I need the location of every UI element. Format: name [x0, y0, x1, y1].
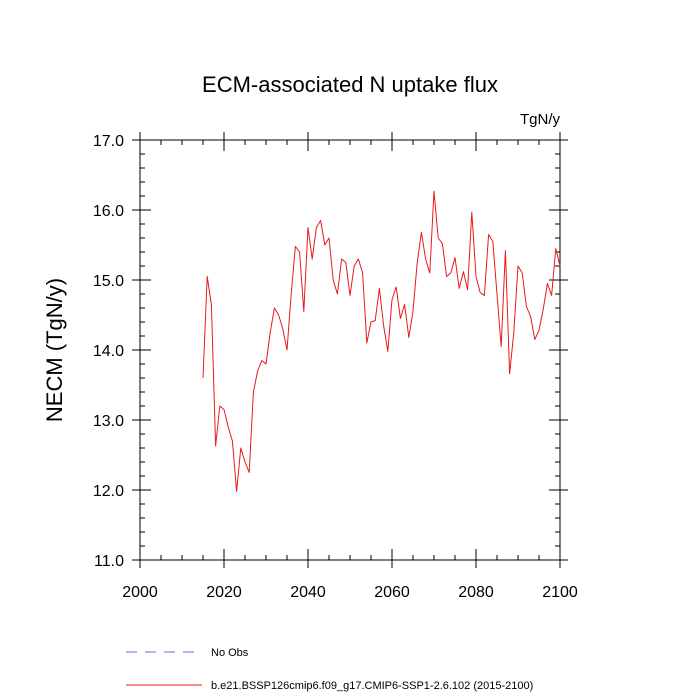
- major-ticks: [132, 132, 568, 568]
- series-line: [202, 190, 561, 492]
- x-tick-label: 2000: [122, 584, 158, 601]
- units-label: TgN/y: [520, 111, 561, 128]
- y-tick-label: 14.0: [93, 343, 124, 360]
- legend-label-series: b.e21.BSSP126cmip6.f09_g17.CMIP6-SSP1-2.…: [211, 680, 533, 692]
- y-tick-label: 15.0: [93, 273, 124, 290]
- y-tick-labels: 11.0 12.0 13.0 14.0 15.0 16.0 17.0: [93, 133, 124, 570]
- x-tick-label: 2020: [206, 584, 242, 601]
- x-tick-label: 2080: [458, 584, 494, 601]
- chart-title: ECM-associated N uptake flux: [202, 72, 498, 97]
- x-tick-labels: 2000 2020 2040 2060 2080 2100: [122, 584, 578, 601]
- y-tick-label: 11.0: [94, 553, 124, 570]
- y-axis-label: NECM (TgN/y): [42, 278, 67, 422]
- x-tick-label: 2060: [374, 584, 410, 601]
- x-tick-label: 2100: [542, 584, 578, 601]
- y-tick-label: 17.0: [93, 133, 124, 150]
- y-tick-label: 16.0: [93, 203, 124, 220]
- legend: No Obs b.e21.BSSP126cmip6.f09_g17.CMIP6-…: [126, 647, 533, 692]
- legend-label-no-obs: No Obs: [211, 647, 249, 659]
- plot-frame: [139, 139, 561, 561]
- plot-border: [139, 139, 561, 561]
- x-tick-label: 2040: [290, 584, 326, 601]
- minor-ticks: [140, 140, 560, 560]
- y-tick-label: 13.0: [93, 413, 124, 430]
- y-tick-label: 12.0: [93, 483, 124, 500]
